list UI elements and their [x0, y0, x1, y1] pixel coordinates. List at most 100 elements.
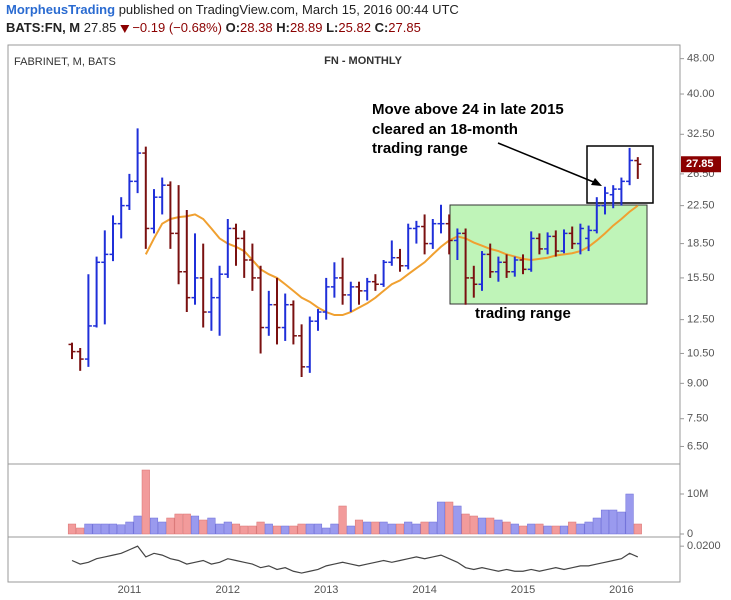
x-tick-label: 2013 — [314, 584, 338, 596]
y-tick-label: 7.50 — [687, 413, 708, 425]
volume-bar — [445, 501, 454, 535]
volume-bar — [223, 521, 232, 535]
x-tick-label: 2015 — [511, 584, 535, 596]
volume-bar — [543, 525, 552, 535]
volume-bar — [281, 525, 290, 535]
range-box — [449, 204, 648, 305]
volume-bar — [576, 523, 585, 535]
volume-bar — [592, 517, 601, 535]
volume-bar — [141, 469, 150, 535]
volume-bar — [158, 521, 167, 535]
volume-bar — [453, 505, 462, 535]
volume-bar — [322, 527, 331, 535]
x-tick-label: 2016 — [609, 584, 633, 596]
volume-bar — [371, 521, 380, 535]
volume-bar — [420, 521, 429, 535]
volume-bar — [231, 523, 241, 535]
y-tick-label: 15.50 — [687, 272, 715, 284]
y-tick-label: 40.00 — [687, 88, 715, 100]
published: published on TradingView.com, March 15, … — [119, 2, 459, 17]
volume-bar — [84, 523, 93, 535]
volume-bar — [240, 525, 249, 535]
volume-bar — [625, 493, 634, 535]
price-tag-label: 27.85 — [686, 158, 714, 170]
arrow — [497, 142, 597, 184]
h-label: H: — [276, 20, 290, 35]
volume-bar — [633, 523, 642, 535]
arrow-head — [591, 178, 602, 186]
volume-bar — [600, 509, 610, 535]
last-price: 27.85 — [84, 20, 117, 35]
volume-bar — [313, 523, 323, 535]
o-label: O: — [226, 20, 240, 35]
volume-bar — [518, 525, 528, 535]
frame — [7, 44, 681, 583]
y-tick-label: 0 — [687, 528, 693, 540]
volume-bar — [133, 515, 142, 535]
y-tick-label: 0.0200 — [687, 540, 721, 552]
volume-bar — [174, 513, 183, 535]
volume-bar — [330, 523, 339, 535]
volume-bar — [76, 527, 85, 535]
o-value: 28.38 — [240, 20, 273, 35]
y-tick-label: 6.50 — [687, 440, 708, 452]
volume-bar — [379, 521, 388, 535]
change-pct: (−0.68%) — [169, 20, 222, 35]
volume-bar — [395, 523, 405, 535]
volume-bar — [477, 517, 487, 535]
header-line: MorpheusTrading published on TradingView… — [6, 2, 459, 17]
volume-bar — [108, 523, 118, 535]
y-tick-label: 12.50 — [687, 314, 715, 326]
volume-bar — [67, 523, 77, 535]
volume-bar — [486, 517, 495, 535]
volume-bar — [264, 523, 273, 535]
volume-bar — [305, 523, 314, 535]
volume-bar — [428, 521, 437, 535]
volume-bar — [412, 523, 421, 535]
change: −0.19 — [132, 20, 165, 35]
annotation: trading range — [475, 305, 571, 322]
volume-bar — [617, 511, 626, 535]
l-value: 25.82 — [338, 20, 371, 35]
volume-bar — [248, 525, 257, 535]
y-tick-label: 22.50 — [687, 200, 715, 212]
y-tick-label: 48.00 — [687, 53, 715, 65]
y-tick-label: 10.50 — [687, 347, 715, 359]
volume-bar — [149, 517, 159, 535]
volume-bar — [182, 513, 191, 535]
volume-bar — [92, 523, 101, 535]
volume-bar — [338, 505, 347, 535]
volume-bar — [461, 513, 470, 535]
h-value: 28.89 — [290, 20, 323, 35]
subtitle: FABRINET, M, BATS — [14, 56, 116, 68]
volume-bar — [289, 525, 298, 535]
volume-bar — [125, 521, 134, 535]
volume-bar — [568, 521, 577, 535]
annotation: trading range — [372, 140, 468, 157]
symbol: BATS:FN, M — [6, 20, 80, 35]
y-tick-label: 10M — [687, 488, 708, 500]
indicator-line — [71, 545, 639, 574]
volume-bar — [346, 525, 355, 535]
annotation: Move above 24 in late 2015 — [372, 101, 564, 118]
c-value: 27.85 — [388, 20, 421, 35]
y-tick-label: 32.50 — [687, 128, 715, 140]
volume-bar — [609, 509, 618, 535]
volume-bar — [117, 524, 126, 535]
volume-bar — [256, 521, 265, 535]
volume-bar — [166, 517, 175, 535]
volume-bar — [559, 525, 569, 535]
l-label: L: — [326, 20, 338, 35]
volume-bar — [100, 523, 109, 535]
volume-bar — [297, 523, 306, 535]
volume-bar — [199, 519, 208, 535]
volume-bar — [510, 523, 519, 535]
volume-bar — [215, 523, 224, 535]
y-tick-label: 18.50 — [687, 237, 715, 249]
volume-bar — [190, 515, 200, 535]
down-triangle — [120, 25, 130, 33]
volume-bar — [551, 525, 560, 535]
author[interactable]: MorpheusTrading — [6, 2, 115, 17]
volume-bar — [469, 515, 478, 535]
